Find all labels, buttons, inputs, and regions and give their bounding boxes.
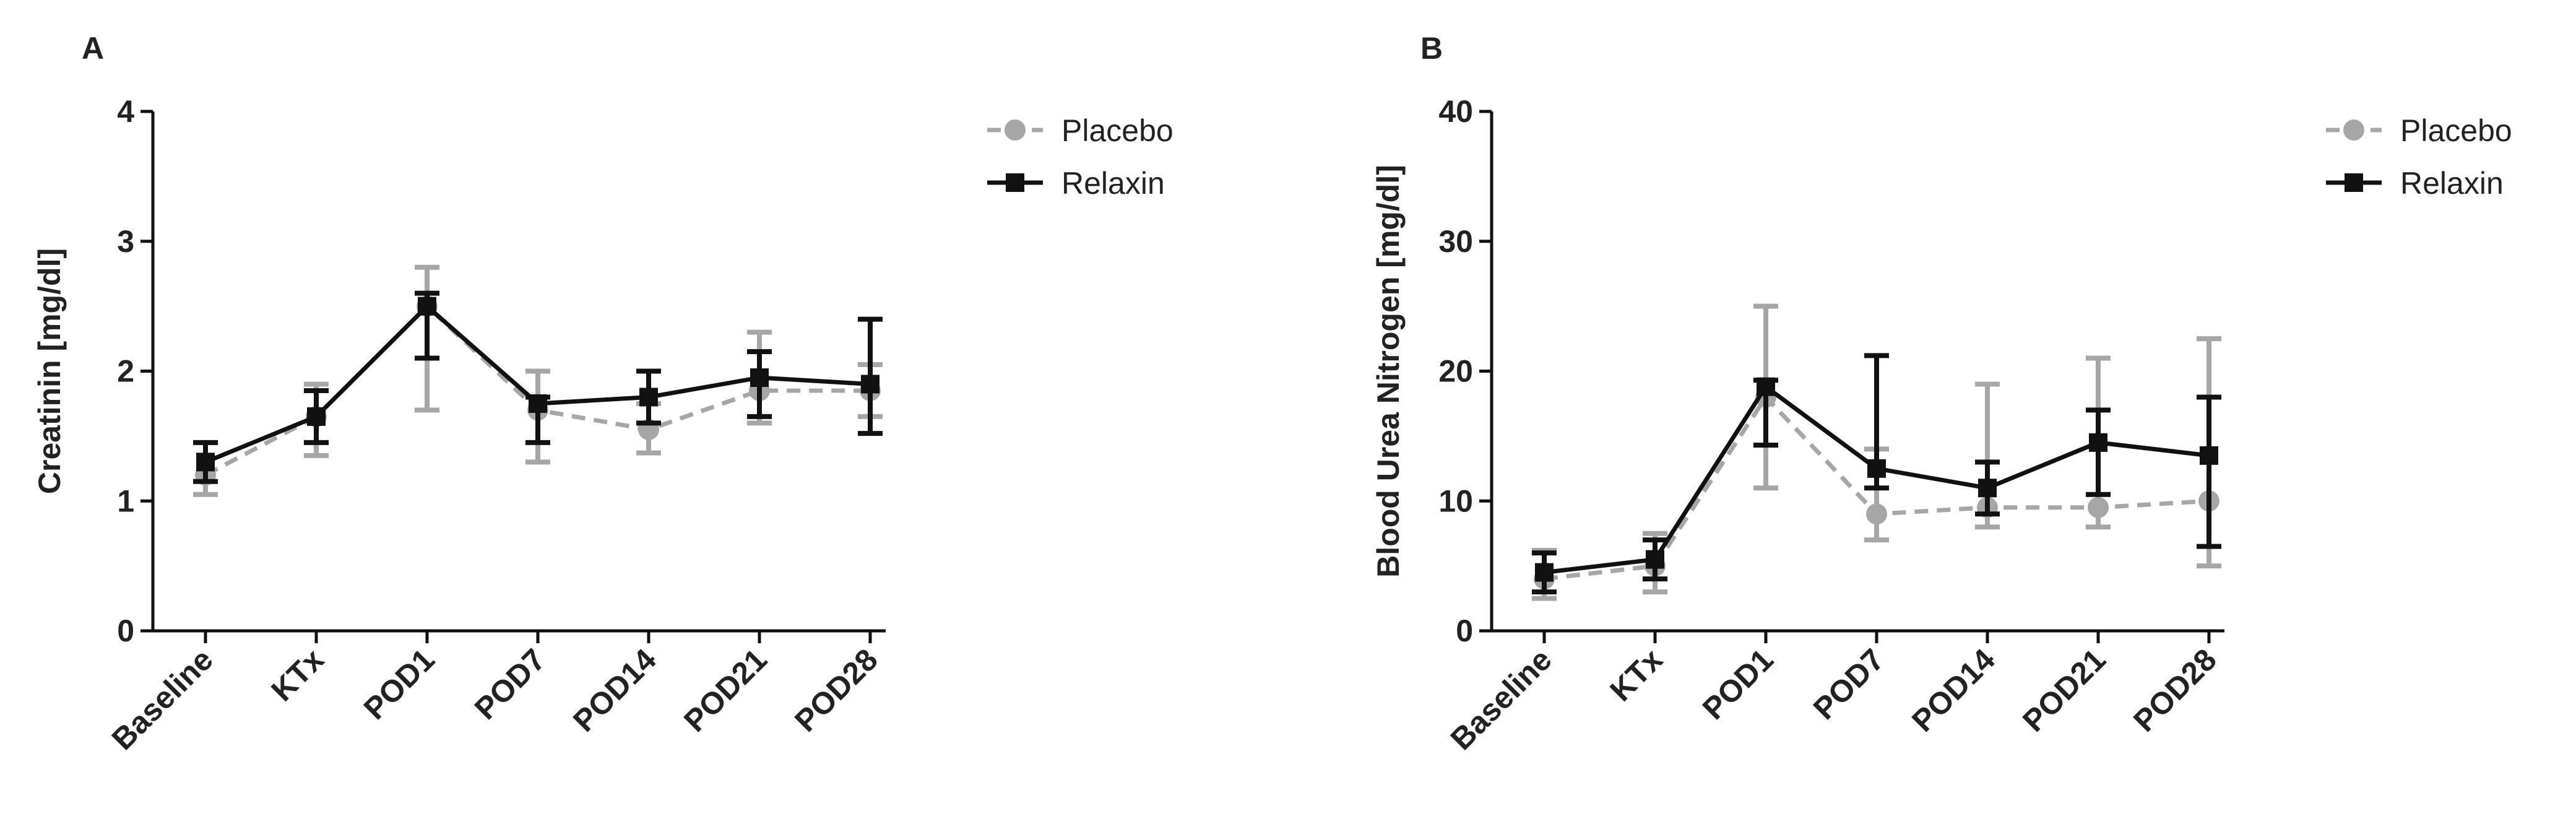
x-tick-label: POD21 (677, 642, 774, 739)
y-tick-label: 10 (1438, 484, 1473, 518)
y-tick-label: 20 (1438, 354, 1473, 389)
legend-marker (2345, 173, 2363, 192)
x-tick-label: Baseline (1444, 642, 1558, 757)
x-tick-label: POD21 (2016, 642, 2112, 739)
marker (861, 375, 880, 394)
y-tick-label: 40 (1438, 94, 1473, 129)
series (193, 290, 883, 484)
x-tick-label: POD7 (1807, 642, 1891, 726)
panel-label: A (82, 31, 104, 66)
marker (1978, 479, 1997, 498)
legend-label: Placebo (2400, 113, 2512, 148)
x-tick-label: Baseline (105, 642, 220, 757)
marker (307, 407, 326, 426)
y-tick-label: 30 (1438, 224, 1473, 259)
legend-label: Placebo (1061, 113, 1173, 148)
marker (2089, 433, 2107, 452)
marker (529, 394, 547, 413)
marker (639, 388, 658, 407)
legend-marker (1006, 173, 1024, 192)
series (1532, 353, 2221, 595)
y-tick-label: 2 (117, 354, 134, 389)
legend-marker (2343, 119, 2364, 141)
marker (2088, 497, 2109, 518)
y-tick-label: 0 (117, 614, 134, 648)
marker (196, 453, 215, 472)
x-tick-label: POD14 (1905, 642, 2002, 739)
x-tick-label: POD1 (1696, 642, 1780, 726)
x-tick-label: KTx (1603, 642, 1669, 708)
y-tick-label: 1 (117, 484, 134, 518)
marker (750, 368, 769, 387)
legend-marker (1005, 119, 1026, 141)
y-tick-label: 4 (117, 94, 134, 129)
x-tick-label: KTx (264, 642, 331, 708)
marker (1866, 503, 1887, 525)
marker (1535, 563, 1554, 582)
x-tick-label: POD14 (566, 642, 663, 739)
marker (2200, 446, 2218, 465)
marker (418, 297, 436, 316)
marker (1757, 377, 1775, 396)
y-axis-label: Blood Urea Nitrogen [mg/dl] (1371, 165, 1406, 578)
panel-label: B (1420, 31, 1443, 66)
x-tick-label: POD28 (2127, 642, 2223, 739)
legend-label: Relaxin (2400, 166, 2504, 201)
y-tick-label: 0 (1456, 614, 1473, 648)
marker (1867, 459, 1886, 478)
y-tick-label: 3 (117, 224, 134, 259)
x-tick-label: POD7 (468, 642, 552, 726)
x-tick-label: POD1 (357, 642, 441, 726)
y-axis-label: Creatinin [mg/dl] (32, 248, 67, 494)
legend-label: Relaxin (1061, 166, 1165, 201)
marker (1646, 550, 1664, 569)
x-tick-label: POD28 (788, 642, 884, 739)
